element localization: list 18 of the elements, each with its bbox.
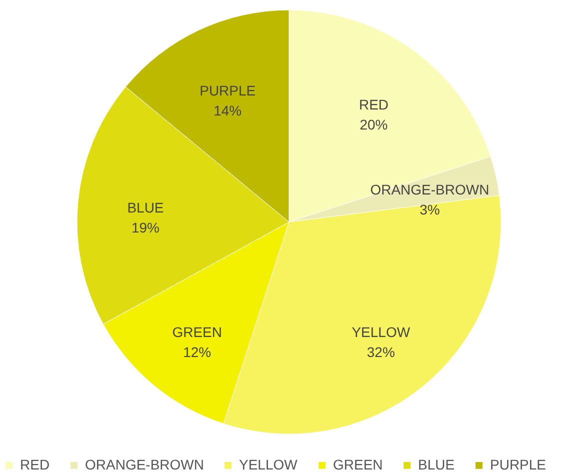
data-label: 14% — [214, 102, 242, 119]
slice-label: RED — [358, 96, 389, 112]
slice-label: ORANGE-BROWN — [370, 182, 490, 198]
data-label: 19% — [131, 219, 160, 236]
data-label: 3% — [420, 202, 440, 218]
slice-label: GREEN — [172, 324, 222, 340]
data-label: 12% — [183, 344, 212, 360]
data-label: 32% — [366, 344, 395, 360]
data-label: 20% — [360, 116, 388, 132]
legend-label: PURPLE — [490, 456, 546, 472]
legend-label: GREEN — [333, 456, 383, 472]
slice-label: BLUE — [127, 199, 164, 216]
legend-label: ORANGE-BROWN — [85, 456, 204, 472]
legend-label: RED — [20, 456, 50, 472]
legend-label: BLUE — [418, 456, 455, 472]
slice-label: YELLOW — [352, 324, 411, 340]
legend-label: YELLOW — [239, 456, 298, 472]
slice-label: PURPLE — [200, 82, 256, 99]
